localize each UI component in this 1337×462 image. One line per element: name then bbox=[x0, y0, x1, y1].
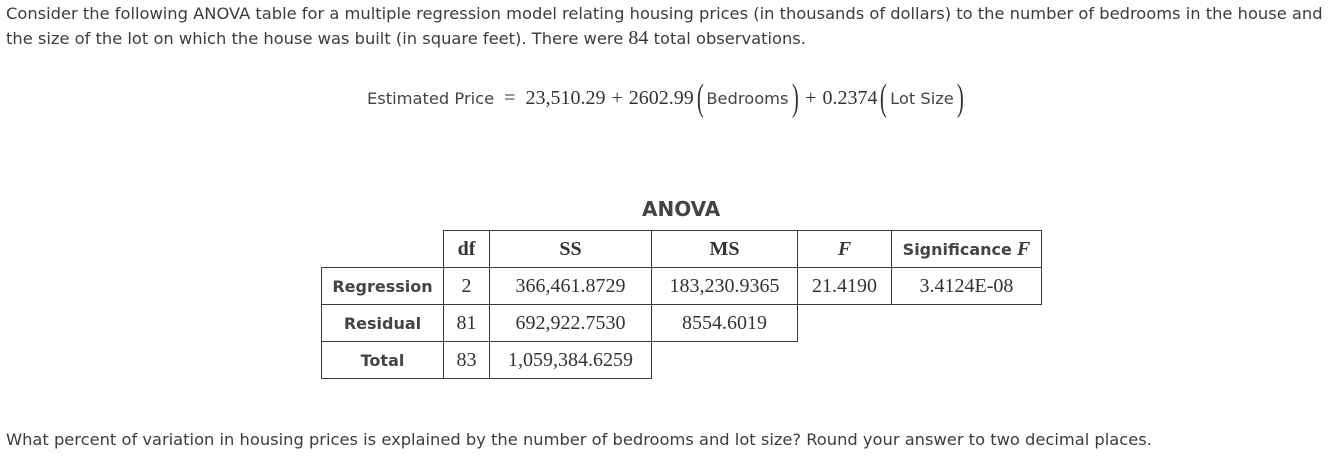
total-df: 83 bbox=[443, 341, 490, 379]
residual-ss: 692,922.7530 bbox=[489, 304, 652, 342]
row-label-regression: Regression bbox=[321, 267, 444, 305]
residual-f-empty bbox=[797, 304, 892, 342]
intro-text-before: Consider the following ANOVA table for a… bbox=[6, 4, 1323, 48]
regression-ms: 183,230.9365 bbox=[651, 267, 798, 305]
problem-intro: Consider the following ANOVA table for a… bbox=[6, 2, 1334, 51]
header-f: F bbox=[797, 230, 892, 268]
right-paren-bedrooms: ) bbox=[791, 77, 799, 119]
total-ss: 1,059,384.6259 bbox=[489, 341, 652, 379]
residual-df: 81 bbox=[443, 304, 490, 342]
residual-sig-empty bbox=[891, 304, 1042, 342]
table-row: Total 83 1,059,384.6259 bbox=[321, 341, 1042, 379]
residual-ms: 8554.6019 bbox=[651, 304, 798, 342]
right-paren-lot-size: ) bbox=[956, 77, 964, 119]
header-significance-f: Significance F bbox=[891, 230, 1042, 268]
header-ss: SS bbox=[489, 230, 652, 268]
row-label-residual: Residual bbox=[321, 304, 444, 342]
total-sig-empty bbox=[892, 342, 1042, 379]
header-f-label: F bbox=[837, 237, 852, 260]
question-text: What percent of variation in housing pri… bbox=[6, 430, 1152, 449]
regression-df: 2 bbox=[443, 267, 490, 305]
header-sig-f: F bbox=[1016, 237, 1031, 260]
coef-bedrooms: 2602.99 bbox=[628, 86, 694, 109]
left-paren-bedrooms: ( bbox=[696, 77, 704, 119]
coef-lot-size: 0.2374 bbox=[822, 86, 878, 109]
var-bedrooms: Bedrooms bbox=[706, 88, 789, 108]
observations-count: 84 bbox=[628, 27, 649, 49]
total-f-empty bbox=[798, 342, 892, 379]
regression-equation: Estimated Price = 23,510.29 + 2602.99 ( … bbox=[367, 77, 966, 119]
header-sig-label: Significance bbox=[902, 239, 1012, 259]
table-row: Residual 81 692,922.7530 8554.6019 bbox=[321, 304, 1042, 342]
anova-header-row: df SS MS F Significance F bbox=[321, 230, 1042, 268]
table-row: Regression 2 366,461.8729 183,230.9365 2… bbox=[321, 267, 1042, 305]
header-ms: MS bbox=[651, 230, 798, 268]
row-label-total: Total bbox=[321, 341, 444, 379]
equation-equals: = bbox=[504, 86, 516, 109]
equation-plus-2: + bbox=[805, 86, 817, 109]
equation-intercept: 23,510.29 bbox=[525, 86, 606, 109]
equation-lhs: Estimated Price bbox=[367, 88, 495, 108]
regression-ss: 366,461.8729 bbox=[489, 267, 652, 305]
left-paren-lot-size: ( bbox=[880, 77, 888, 119]
anova-table: df SS MS F Significance F Regression 2 3… bbox=[321, 230, 1042, 379]
equation-plus-1: + bbox=[611, 86, 623, 109]
header-df: df bbox=[443, 230, 490, 268]
intro-text-after: total observations. bbox=[648, 29, 806, 48]
regression-f: 21.4190 bbox=[797, 267, 892, 305]
header-corner bbox=[321, 230, 444, 268]
var-lot-size: Lot Size bbox=[890, 88, 954, 108]
regression-significance-f: 3.4124E-08 bbox=[891, 267, 1042, 305]
total-ms-empty bbox=[651, 341, 798, 379]
anova-title: ANOVA bbox=[642, 197, 721, 221]
